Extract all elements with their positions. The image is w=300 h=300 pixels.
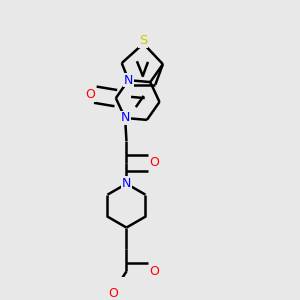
Text: O: O: [149, 265, 159, 278]
Text: O: O: [108, 287, 118, 300]
Text: N: N: [122, 177, 131, 190]
Text: O: O: [85, 88, 95, 101]
Text: S: S: [139, 34, 148, 47]
Text: O: O: [149, 156, 159, 170]
Text: N: N: [124, 74, 133, 87]
Text: N: N: [120, 112, 130, 124]
